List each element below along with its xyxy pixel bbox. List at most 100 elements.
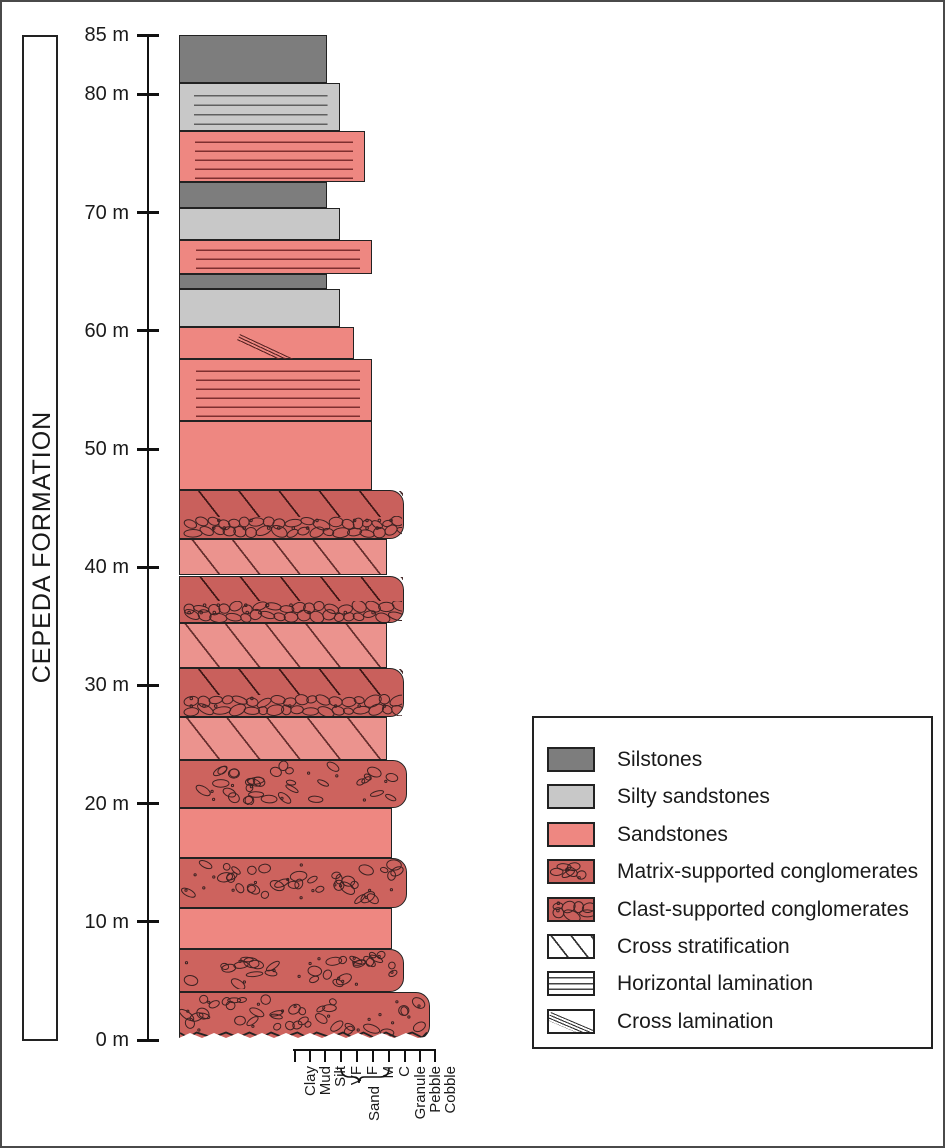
column-unit-siltstone: [179, 274, 327, 290]
pebble-pattern: [183, 515, 402, 538]
depth-tick: [137, 329, 159, 333]
legend-item: Matrix-supported conglomerates: [547, 859, 919, 885]
column-unit-silty: [179, 207, 340, 240]
pebble-pattern: [183, 600, 402, 622]
cross-stratification-zone: [180, 576, 403, 602]
grain-size-label: Clay: [302, 1066, 319, 1097]
legend-label: Horizontal lamination: [617, 972, 814, 996]
grain-tick: [294, 1049, 296, 1062]
legend-item: Cross lamination: [547, 1008, 917, 1035]
legend: Silstones Silty sandstones Sandstones Matri…: [532, 716, 933, 1049]
column-unit-matrix: [179, 759, 407, 809]
column-unit-xstrat_clast: [179, 490, 404, 539]
legend-item: Clast-supported conglomerates: [547, 896, 917, 923]
depth-tick: [137, 92, 159, 96]
sand-brace: [340, 1067, 390, 1084]
column-unit-silty_hlam: [179, 82, 340, 132]
sand-group-label: Sand: [366, 1086, 383, 1122]
legend-label: Matrix-supported conglomerates: [617, 860, 919, 884]
legend-label: Silty sandstones: [617, 785, 770, 809]
legend-item: Cross stratification: [547, 934, 917, 960]
depth-tick: [137, 565, 159, 569]
grain-size-label: C: [396, 1066, 413, 1077]
column-unit-sandstone_xstrat: [179, 538, 387, 576]
grain-tick: [309, 1049, 311, 1062]
column-unit-siltstone: [179, 181, 327, 208]
legend-swatch-silty: [547, 784, 595, 810]
clast-band: [180, 694, 403, 717]
grain-tick: [324, 1049, 326, 1062]
column-unit-matrix: [179, 991, 430, 1038]
pebble-pattern: [195, 760, 399, 806]
grain-tick: [388, 1049, 390, 1062]
depth-tick-label: 0 m: [95, 1029, 129, 1051]
column-unit-xstrat_clast: [179, 575, 404, 623]
grain-size-label: Granule: [412, 1066, 429, 1120]
grain-size-label: Pebble: [427, 1066, 444, 1113]
column-unit-sandstone: [179, 808, 392, 858]
legend-swatch-clast: [547, 896, 595, 922]
grain-size-label: Mud: [317, 1066, 334, 1096]
depth-tick-label: 70 m: [84, 201, 129, 224]
column-unit-siltstone: [179, 35, 327, 83]
clast-band: [180, 600, 403, 622]
depth-axis-line: [147, 35, 149, 1040]
depth-tick: [137, 683, 159, 687]
legend-label: Cross stratification: [617, 935, 790, 958]
depth-tick: [137, 920, 159, 924]
column-unit-sandstone_hlam: [179, 131, 365, 182]
pebble-pattern: [181, 859, 404, 905]
column-unit-sandstone_hlam: [179, 239, 372, 275]
legend-label: Sandstones: [617, 822, 728, 846]
column-unit-matrix: [179, 858, 407, 908]
depth-tick-label: 80 m: [84, 83, 129, 106]
depth-tick-label: 20 m: [84, 792, 129, 815]
column-unit-sandstone_xstrat: [179, 622, 387, 668]
pebble-pattern: [183, 950, 398, 989]
legend-swatch-matrix: [547, 859, 595, 885]
legend-item: Horizontal lamination: [547, 971, 917, 997]
legend-item: Sandstones: [547, 821, 917, 848]
formation-label: CEPEDA FORMATION: [28, 410, 56, 684]
grain-axis-line: [293, 1049, 436, 1051]
legend-item: Silty sandstones: [547, 784, 917, 810]
grain-tick: [434, 1049, 436, 1062]
cross-stratification-zone: [180, 668, 403, 695]
formation-box: CEPEDA FORMATION: [22, 35, 58, 1041]
grain-tick: [404, 1049, 406, 1062]
depth-tick-label: 60 m: [84, 319, 129, 342]
legend-swatch-siltstone: [547, 747, 595, 772]
legend-swatch-xlam: [547, 1008, 595, 1034]
legend-label: Cross lamination: [617, 1009, 774, 1033]
legend-item: Silstones: [547, 747, 917, 773]
column-unit-xstrat_clast: [179, 667, 404, 718]
legend-swatch-hlam: [547, 971, 595, 997]
pebble-pattern: [180, 993, 426, 1037]
grain-tick: [356, 1049, 358, 1062]
clast-band: [180, 515, 403, 538]
column-unit-matrix: [179, 949, 404, 992]
column-unit-sandstone: [179, 907, 392, 949]
grain-tick: [372, 1049, 374, 1062]
pebble-pattern: [183, 694, 402, 717]
depth-tick-label: 50 m: [84, 438, 129, 460]
depth-tick-label: 40 m: [84, 556, 129, 579]
depth-tick-label: 10 m: [84, 910, 129, 933]
depth-tick-label: 85 m: [84, 24, 129, 47]
column-unit-sandstone_hlam: [179, 359, 372, 421]
grain-tick: [419, 1049, 421, 1062]
column-unit-sandstone_xstrat: [179, 717, 387, 760]
legend-swatch-sandstone: [547, 821, 595, 847]
cross-lamination-mark: [549, 1011, 593, 1032]
depth-tick: [137, 211, 159, 215]
grain-size-label: Cobble: [442, 1066, 459, 1114]
column-unit-sandstone: [179, 420, 372, 491]
wavy-base-line: [180, 1031, 427, 1038]
legend-label: Silstones: [617, 748, 703, 771]
legend-swatch-xstrat: [547, 934, 595, 959]
depth-tick: [137, 1038, 159, 1042]
pebble-pattern: [549, 862, 587, 880]
depth-tick: [137, 447, 159, 451]
pebble-pattern: [552, 900, 593, 920]
